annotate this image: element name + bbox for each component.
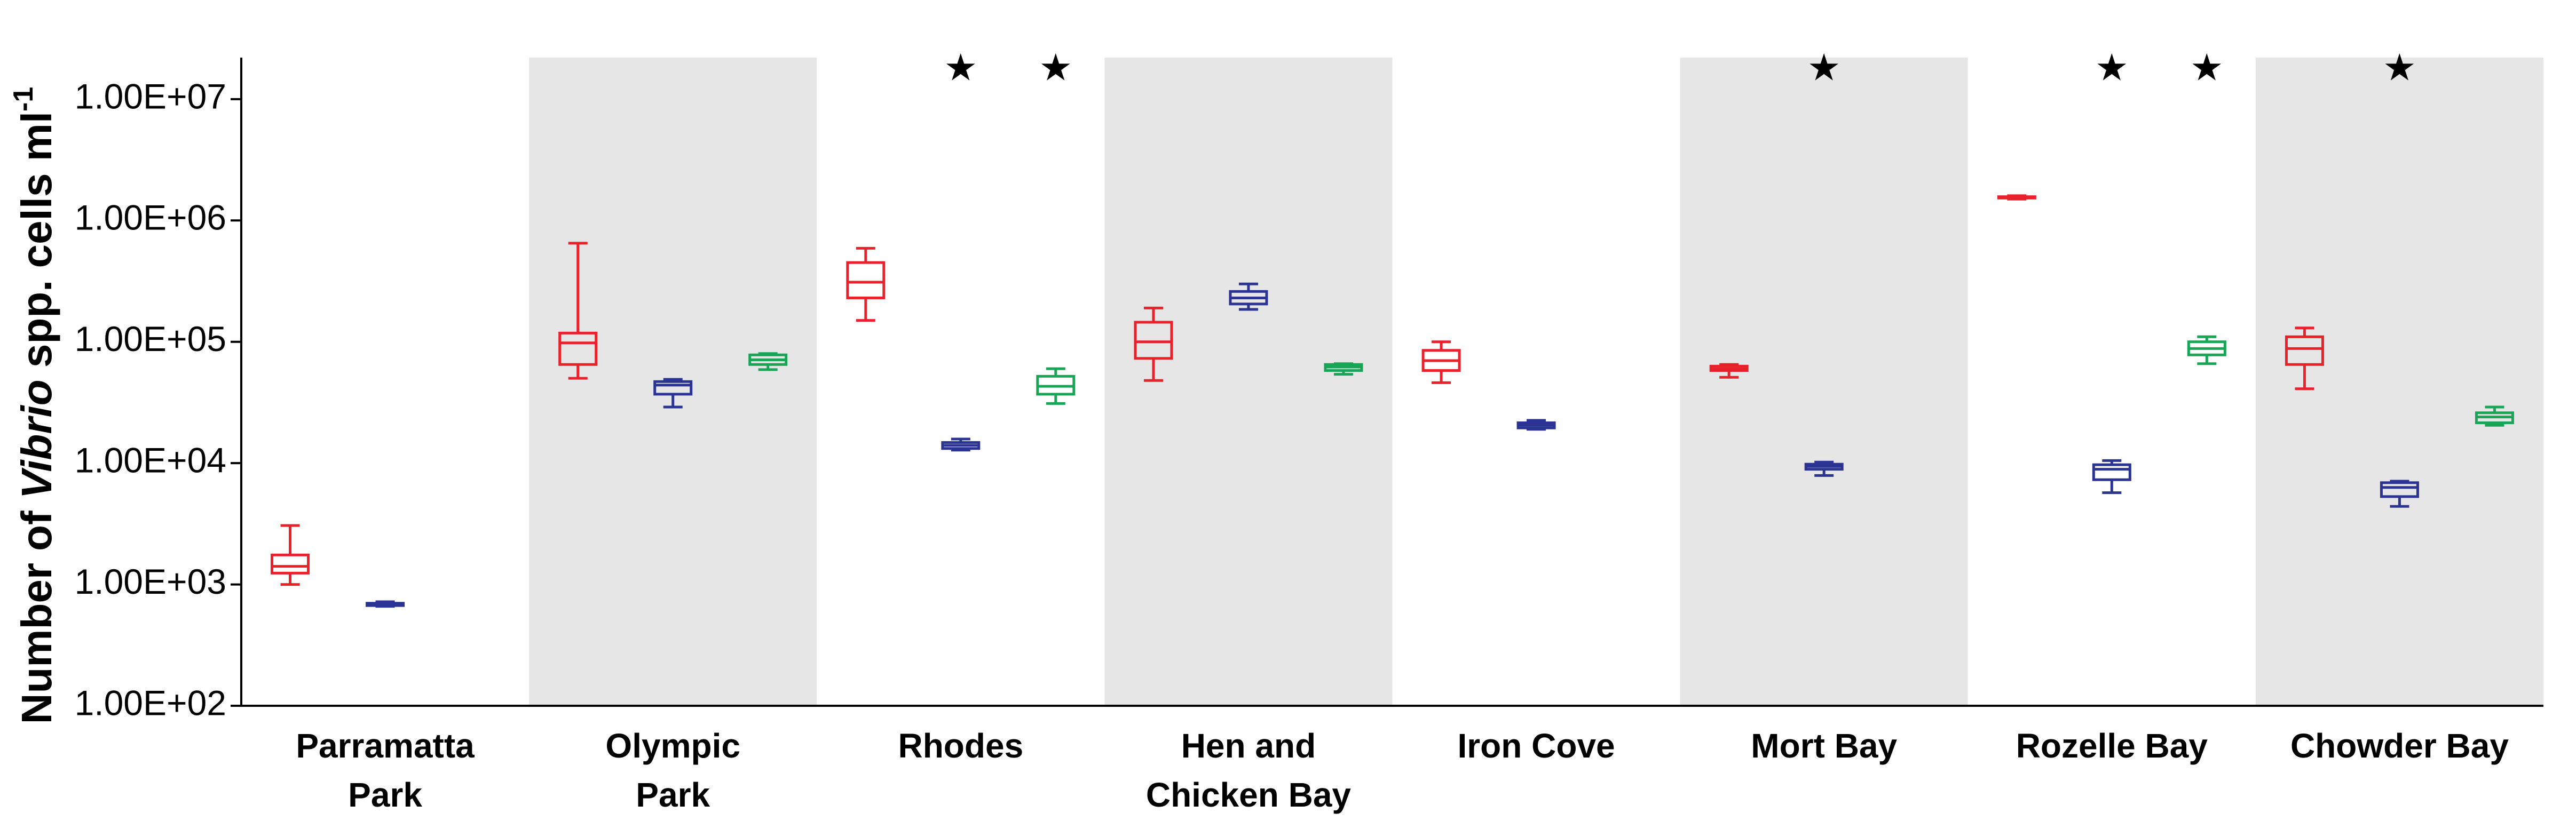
significance-star: ★ xyxy=(2383,46,2416,88)
box xyxy=(2380,481,2419,498)
box xyxy=(653,380,693,396)
y-tick-label: 1.00E+07 xyxy=(75,76,226,116)
x-tick-label: Park xyxy=(636,776,710,814)
significance-star: ★ xyxy=(2190,46,2224,88)
box xyxy=(1134,321,1173,360)
y-tick-label: 1.00E+02 xyxy=(75,683,226,722)
bands xyxy=(241,58,2543,706)
x-tick-label: Mort Bay xyxy=(1751,727,1897,765)
y-title-part: spp. cells ml xyxy=(13,111,60,379)
x-tick-label: Parramatta xyxy=(296,727,475,765)
y-tick-label: 1.00E+05 xyxy=(75,319,226,358)
x-tick-label: Hen and xyxy=(1181,727,1316,765)
category-band xyxy=(1967,58,2256,706)
significance-star: ★ xyxy=(1807,46,1841,88)
y-title-superscript: -1 xyxy=(8,87,39,111)
box xyxy=(846,261,886,299)
category-band xyxy=(241,58,530,706)
x-tick-label: Olympic xyxy=(605,727,740,765)
box xyxy=(2285,335,2324,366)
y-title-part: Number of xyxy=(13,499,60,724)
y-title-italic: Vibrio xyxy=(13,379,60,499)
x-tick-label: Rhodes xyxy=(898,727,1023,765)
y-tick-label: 1.00E+03 xyxy=(75,562,226,601)
x-tick-label: Chowder Bay xyxy=(2290,727,2509,765)
x-tick-label: Iron Cove xyxy=(1457,727,1615,765)
x-tick-label: Park xyxy=(348,776,422,814)
category-band xyxy=(1680,58,1968,706)
category-band xyxy=(817,58,1105,706)
significance-star: ★ xyxy=(2095,46,2129,88)
x-tick-label: Rozelle Bay xyxy=(2016,727,2208,765)
box xyxy=(558,331,598,366)
category-band xyxy=(2255,58,2543,706)
significance-star: ★ xyxy=(1039,46,1072,88)
y-axis-title: Number of Vibrio spp. cells ml-1 xyxy=(8,87,60,724)
y-tick-label: 1.00E+04 xyxy=(75,441,226,480)
y-tick-label: 1.00E+06 xyxy=(75,198,226,237)
box xyxy=(2092,463,2131,481)
x-tick-label: Chicken Bay xyxy=(1146,776,1352,814)
significance-star: ★ xyxy=(944,46,977,88)
box xyxy=(271,553,310,575)
